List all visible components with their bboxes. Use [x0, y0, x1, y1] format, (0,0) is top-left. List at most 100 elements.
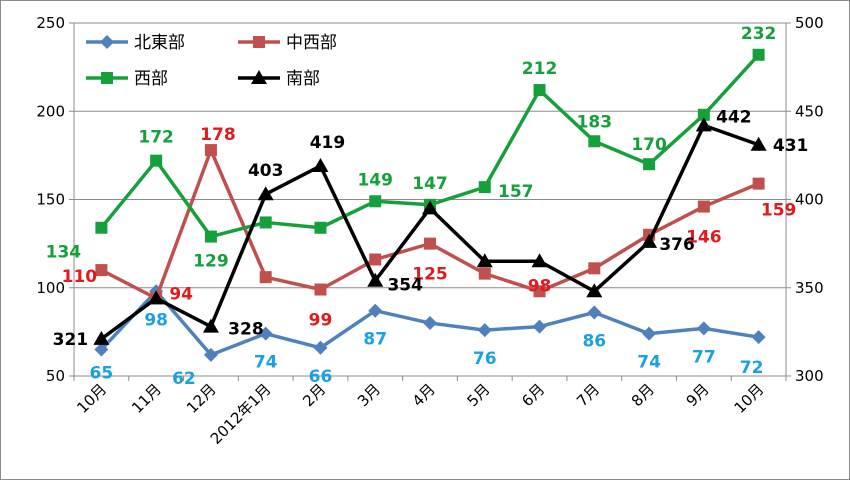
data-point — [204, 144, 217, 157]
data-label: 321 — [53, 330, 89, 350]
x-tick-label: 6月 — [518, 380, 548, 410]
x-tick-label: 11月 — [128, 380, 165, 417]
data-point — [587, 305, 602, 320]
data-label: 146 — [686, 228, 722, 248]
x-tick-label: 3月 — [354, 380, 384, 410]
data-point — [95, 264, 108, 277]
data-point — [476, 253, 493, 268]
data-point — [314, 221, 327, 234]
data-point — [93, 330, 110, 345]
data-label: 183 — [577, 112, 613, 132]
legend-label: 南部 — [286, 69, 320, 89]
data-label: 172 — [138, 128, 174, 148]
data-label: 66 — [309, 367, 333, 387]
data-point — [259, 271, 272, 284]
legend-item: 南部 — [238, 69, 320, 89]
data-label: 178 — [200, 125, 236, 145]
data-label: 376 — [659, 235, 695, 255]
data-label: 125 — [412, 265, 448, 285]
data-point — [641, 233, 658, 248]
data-label: 157 — [498, 182, 534, 202]
data-label: 403 — [248, 161, 284, 181]
data-label: 77 — [692, 347, 716, 367]
data-label: 134 — [46, 243, 82, 263]
data-point — [369, 195, 382, 208]
data-label: 86 — [582, 331, 606, 351]
y-right-tick-label: 450 — [795, 102, 824, 120]
data-point — [95, 221, 108, 234]
legend-item: 西部 — [86, 69, 168, 89]
data-point — [203, 347, 218, 362]
data-point — [697, 108, 710, 121]
data-point — [750, 136, 767, 151]
data-point — [751, 330, 766, 345]
data-label: 65 — [90, 364, 114, 384]
data-point — [423, 316, 437, 331]
data-label: 159 — [761, 201, 797, 221]
data-label: 74 — [637, 353, 661, 373]
data-point — [533, 84, 546, 97]
data-point — [752, 48, 765, 61]
data-point — [368, 303, 383, 318]
data-label: 328 — [228, 320, 264, 340]
data-point — [588, 262, 601, 275]
x-tick-label: 4月 — [409, 380, 439, 410]
data-point — [531, 253, 548, 268]
data-label: 354 — [387, 276, 423, 296]
data-point — [257, 186, 274, 201]
data-point — [202, 318, 219, 333]
data-label: 98 — [528, 276, 552, 296]
legend-swatch-marker — [100, 35, 114, 49]
data-label: 72 — [740, 358, 764, 378]
data-label: 99 — [309, 311, 333, 331]
series-line — [100, 123, 760, 341]
data-point — [314, 283, 327, 296]
data-point — [695, 117, 712, 132]
legend-label: 北東部 — [134, 33, 185, 53]
data-point — [588, 135, 601, 148]
data-point — [696, 321, 711, 336]
data-label: 94 — [169, 284, 193, 304]
data-label: 76 — [473, 349, 497, 369]
y-right-tick-label: 400 — [795, 191, 824, 209]
data-label: 74 — [254, 353, 278, 373]
data-point — [478, 181, 491, 194]
y-left-tick-label: 100 — [36, 279, 65, 297]
legend-swatch-marker — [251, 70, 267, 84]
y-right-tick-label: 300 — [795, 367, 824, 385]
y-left-tick-label: 200 — [36, 102, 65, 120]
data-point — [477, 323, 492, 338]
data-label: 419 — [310, 133, 346, 153]
y-right-tick-label: 350 — [795, 279, 824, 297]
data-point — [259, 216, 272, 229]
legend-item: 中西部 — [238, 33, 337, 53]
x-tick-label: 7月 — [573, 380, 603, 410]
data-point — [150, 154, 163, 167]
data-label: 62 — [172, 369, 196, 389]
data-label: 147 — [412, 174, 448, 194]
data-label: 170 — [631, 135, 667, 155]
data-point — [752, 177, 765, 190]
legend-item: 北東部 — [86, 33, 185, 53]
data-point — [532, 319, 547, 334]
data-label: 232 — [741, 24, 777, 44]
data-label: 442 — [716, 107, 752, 127]
data-label: 87 — [363, 330, 387, 350]
x-tick-label: 8月 — [628, 380, 658, 410]
x-tick-label: 10月 — [73, 380, 110, 417]
data-point — [312, 157, 329, 172]
legend-label: 西部 — [134, 69, 168, 89]
data-point — [367, 272, 384, 287]
data-label: 149 — [357, 170, 393, 190]
data-label: 110 — [62, 267, 98, 287]
data-point — [697, 200, 710, 213]
data-label: 129 — [193, 252, 229, 272]
y-left-tick-label: 150 — [36, 191, 65, 209]
data-point — [148, 290, 165, 305]
data-point — [642, 326, 657, 341]
data-label: 431 — [773, 136, 809, 156]
y-right-tick-label: 500 — [795, 14, 824, 32]
